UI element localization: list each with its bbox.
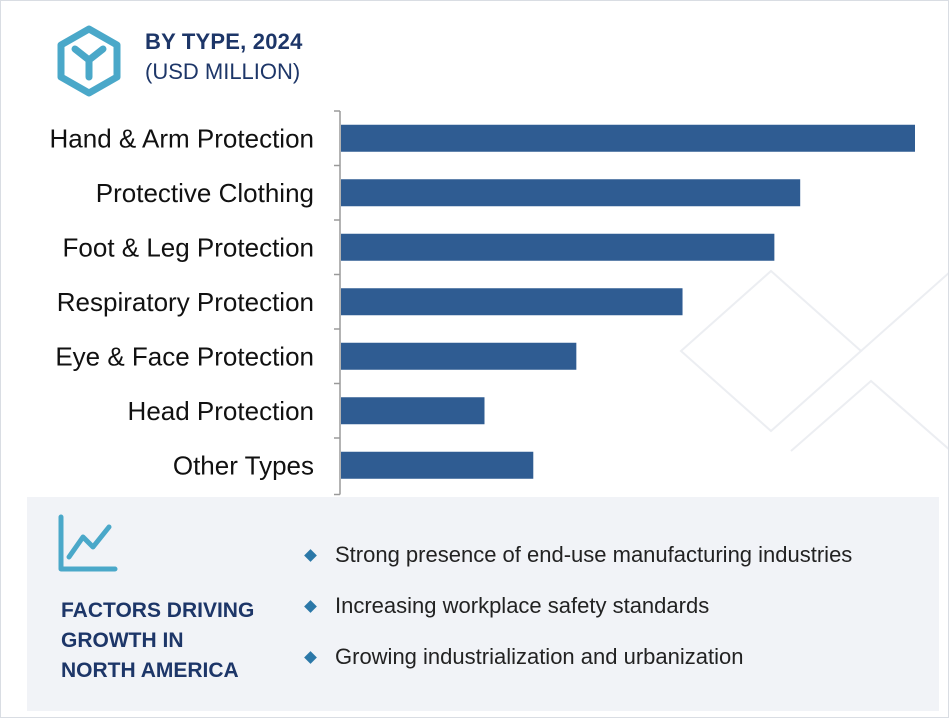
- bar: [341, 124, 915, 152]
- factors-title-line: FACTORS DRIVING: [61, 599, 255, 622]
- factor-item: Strong presence of end-use manufacturing…: [301, 542, 852, 568]
- diamond-bullet-icon: [304, 599, 317, 613]
- category-label: Foot & Leg Protection: [63, 232, 314, 262]
- factor-text: Increasing workplace safety standards: [335, 593, 710, 618]
- factors-title: FACTORS DRIVING GROWTH IN NORTH AMERICA: [61, 596, 281, 686]
- bar: [341, 288, 683, 316]
- category-label: Respiratory Protection: [57, 287, 314, 317]
- background-decoration: [679, 269, 948, 452]
- bar: [341, 179, 801, 207]
- category-label: Head Protection: [128, 396, 314, 426]
- chart-title: BY TYPE, 2024: [145, 29, 303, 54]
- category-label: Other Types: [173, 450, 314, 480]
- factor-text: Strong presence of end-use manufacturing…: [335, 542, 853, 567]
- diamond-bullet-icon: [304, 650, 317, 664]
- category-label: Eye & Face Protection: [55, 341, 314, 371]
- category-label: Hand & Arm Protection: [50, 123, 314, 153]
- hexagon-y-logo-icon: [57, 25, 121, 97]
- bar-chart: Hand & Arm Protection Protective Clothing…: [50, 110, 915, 496]
- factors-panel: [27, 497, 939, 711]
- bar: [341, 233, 775, 261]
- factor-item: Increasing workplace safety standards: [301, 593, 709, 619]
- diamond-bullet-icon: [304, 548, 317, 562]
- factor-text: Growing industrialization and urbanizati…: [335, 644, 744, 669]
- chart-subtitle: (USD MILLION): [145, 59, 301, 84]
- bar: [341, 342, 577, 370]
- factors-title-line: NORTH AMERICA: [61, 659, 239, 682]
- factor-item: Growing industrialization and urbanizati…: [301, 644, 743, 670]
- bar: [341, 451, 534, 479]
- factors-title-line: GROWTH IN: [61, 629, 184, 652]
- line-chart-trend-icon: [58, 514, 118, 572]
- category-label: Protective Clothing: [96, 178, 314, 208]
- bar: [341, 397, 485, 425]
